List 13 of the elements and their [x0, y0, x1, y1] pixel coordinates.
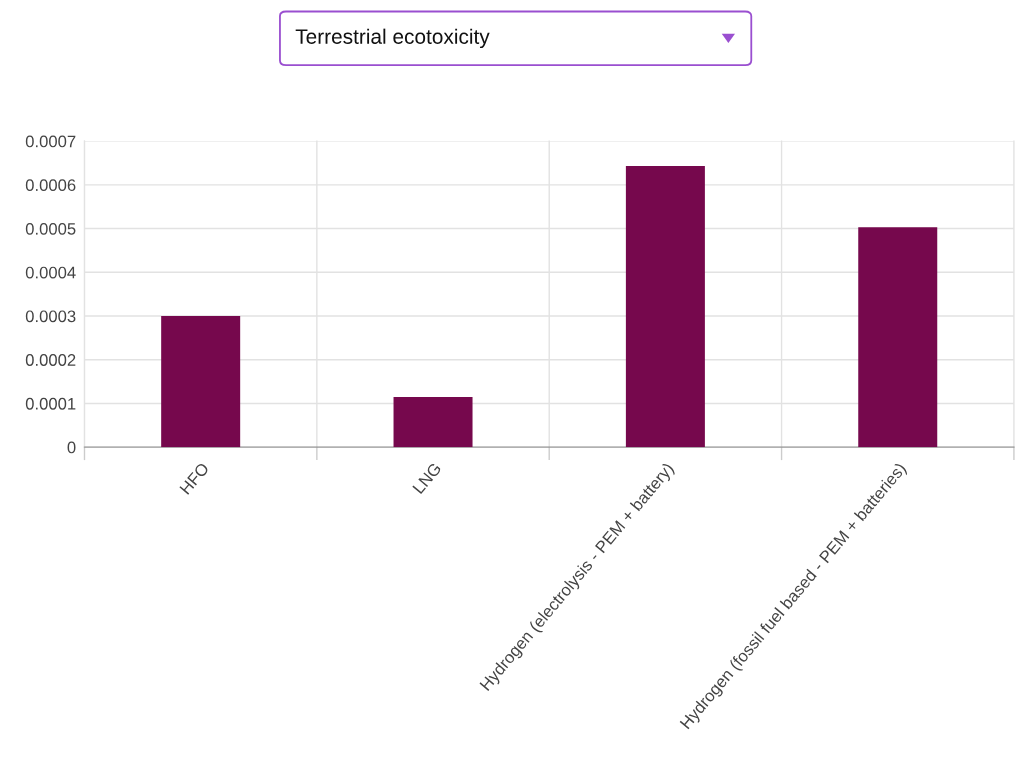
y-tick-label: 0.0004 [25, 266, 76, 279]
bar [393, 396, 473, 448]
chart-title: Terrestrial ecotoxicity [295, 28, 490, 49]
y-tick-label: 0.0003 [25, 310, 76, 323]
y-tick-label: 0.0006 [25, 179, 76, 192]
bar [625, 166, 705, 448]
y-tick-label: 0.0005 [25, 222, 76, 235]
bar [858, 227, 938, 448]
y-tick-label: 0.0007 [25, 135, 76, 148]
y-tick-label: 0.0002 [25, 354, 76, 366]
y-tick-label: 0.0001 [25, 397, 76, 410]
bar [161, 316, 241, 448]
y-tick-label: 0 [67, 441, 76, 454]
